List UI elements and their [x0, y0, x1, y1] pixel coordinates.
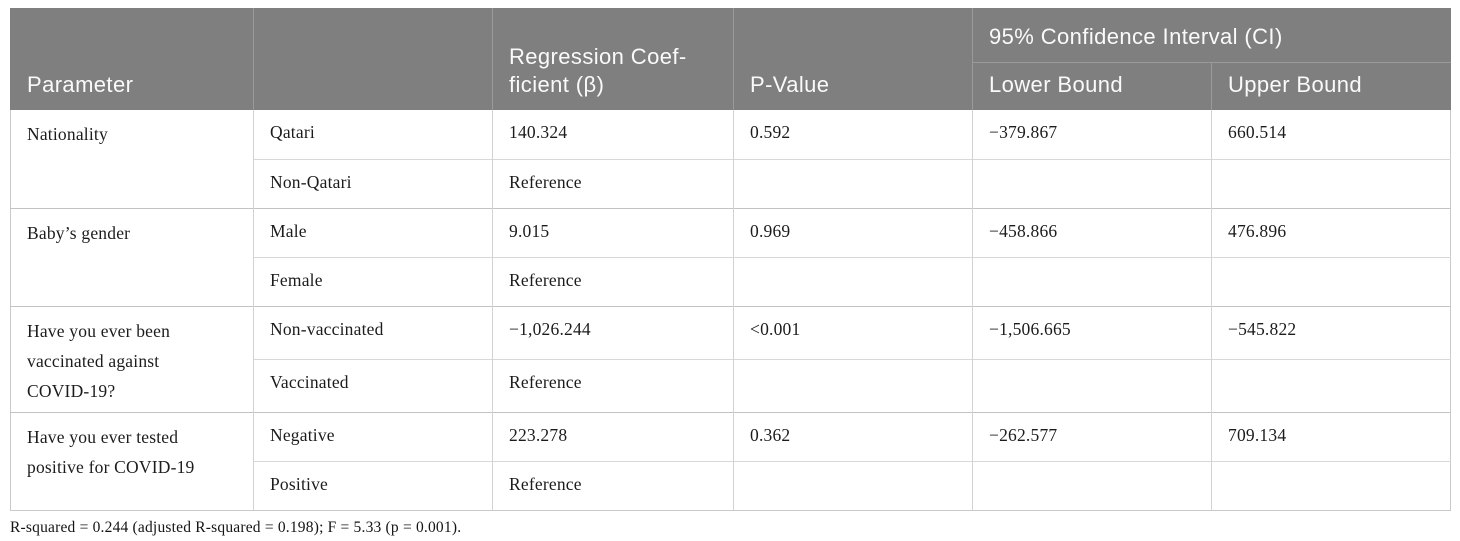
cell-p-value: 0.969: [733, 207, 973, 257]
cell-parameter: Have you ever tested positive for COVID-…: [10, 411, 254, 511]
table-row-male: Baby’s gender Male 9.015 0.969 −458.866 …: [10, 207, 1451, 306]
cell-category: Positive: [253, 460, 493, 511]
cell-upper-bound: −545.822: [1210, 305, 1451, 360]
cell-coefficient: Reference: [492, 460, 734, 511]
col-header-confidence-interval: 95% Confidence Interval (CI): [971, 8, 1452, 63]
cell-p-value: [733, 460, 973, 511]
cell-lower-bound: −262.577: [972, 411, 1212, 462]
cell-lower-bound: −458.866: [972, 207, 1212, 257]
cell-coefficient: −1,026.244: [492, 305, 734, 360]
cell-category: Male: [253, 207, 493, 257]
cell-p-value: <0.001: [733, 305, 973, 360]
table-row-non-qatari: Non-Qatari Reference: [11, 158, 1451, 208]
cell-upper-bound: [1210, 460, 1451, 511]
cell-parameter: Baby’s gender: [10, 207, 254, 306]
cell-p-value: 0.362: [733, 411, 973, 462]
cell-category: Non-vaccinated: [253, 305, 493, 360]
table-row-positive: Positive Reference: [11, 460, 1451, 511]
cell-lower-bound: [972, 158, 1212, 208]
cell-category: Non-Qatari: [253, 158, 493, 208]
cell-upper-bound: [1210, 358, 1451, 413]
cell-parameter: Have you ever been vaccinated against CO…: [10, 305, 254, 413]
table-body: Nationality Qatari 140.324 0.592 −379.86…: [10, 110, 1451, 511]
cell-category: Female: [253, 256, 493, 306]
table-row-qatari: Nationality Qatari 140.324 0.592 −379.86…: [11, 110, 1451, 159]
cell-parameter: Nationality: [27, 124, 108, 144]
cell-p-value: [733, 158, 973, 208]
col-header-upper-bound: Upper Bound: [1210, 62, 1452, 110]
cell-lower-bound: [972, 358, 1212, 413]
cell-coefficient: Reference: [492, 158, 734, 208]
cell-coefficient: Reference: [492, 358, 734, 413]
table-row-non-vaccinated: Have you ever been vaccinated against CO…: [10, 305, 1451, 413]
col-header-p-value: P-Value: [733, 8, 973, 110]
cell-p-value: 0.592: [733, 110, 973, 159]
table-row-female: Female Reference: [11, 256, 1451, 306]
cell-upper-bound: 476.896: [1210, 207, 1451, 257]
col-header-parameter: Parameter: [10, 8, 254, 110]
col-header-category: [253, 8, 493, 110]
table-footnote: R-squared = 0.244 (adjusted R-squared = …: [10, 518, 462, 536]
cell-category: Vaccinated: [253, 358, 493, 413]
cell-lower-bound: [972, 460, 1212, 511]
regression-table: Parameter Regression Coef- ficient (β) P…: [10, 8, 1452, 511]
cell-category: Qatari: [253, 110, 493, 159]
cell-coefficient: Reference: [492, 256, 734, 306]
cell-upper-bound: [1210, 256, 1451, 306]
table-header: Parameter Regression Coef- ficient (β) P…: [10, 8, 1452, 110]
cell-coefficient: 140.324: [492, 110, 734, 159]
cell-upper-bound: 660.514: [1210, 110, 1451, 159]
table-row-vaccinated: Vaccinated Reference: [11, 358, 1451, 413]
cell-p-value: [733, 256, 973, 306]
cell-upper-bound: [1210, 158, 1451, 208]
cell-lower-bound: −1,506.665: [972, 305, 1212, 360]
col-header-regression-coefficient: Regression Coef- ficient (β): [492, 8, 734, 110]
cell-upper-bound: 709.134: [1210, 411, 1451, 462]
cell-coefficient: 223.278: [492, 411, 734, 462]
cell-lower-bound: [972, 256, 1212, 306]
cell-coefficient: 9.015: [492, 207, 734, 257]
cell-category: Negative: [253, 411, 493, 462]
col-header-lower-bound: Lower Bound: [972, 62, 1212, 110]
cell-lower-bound: −379.867: [972, 110, 1212, 159]
table-row-negative: Have you ever tested positive for COVID-…: [10, 411, 1451, 511]
cell-p-value: [733, 358, 973, 413]
